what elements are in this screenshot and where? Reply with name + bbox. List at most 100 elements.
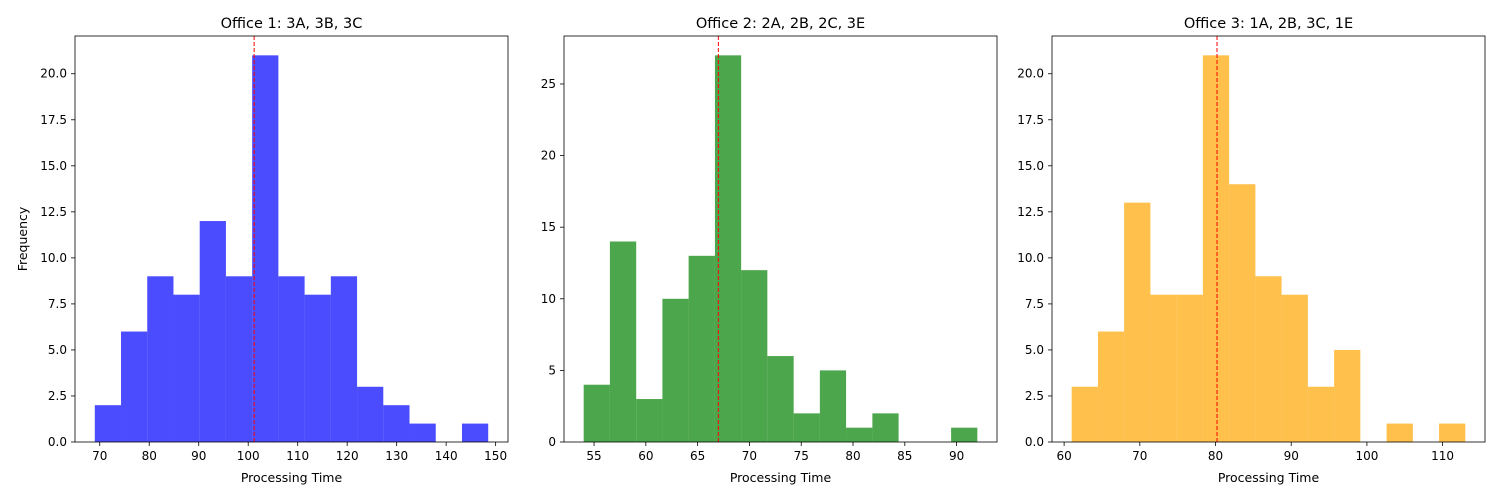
y-axis-label: Frequency — [15, 206, 30, 271]
y-tick-label: 12.5 — [1017, 205, 1044, 219]
axes-frame — [563, 35, 998, 443]
histogram-bar — [1097, 331, 1125, 442]
chart-panel-2: 55 60 65 70 75 80 85 90 0 5 10 15 20 25 Office 2: 2A, … — [541, 16, 998, 485]
x-tick-label: 60 — [1056, 449, 1071, 463]
histogram-bar — [636, 399, 663, 442]
histogram-bar — [714, 55, 742, 442]
histogram-bar — [1281, 294, 1308, 442]
y-tick-label: 10 — [541, 292, 556, 306]
histogram-bar — [1071, 386, 1098, 442]
y-tick-label: 17.5 — [40, 113, 67, 127]
x-tick-label: 120 — [336, 449, 359, 463]
histogram-bar — [1307, 386, 1335, 442]
y-tick-label: 17.5 — [1017, 113, 1044, 127]
histogram-bar — [357, 386, 384, 442]
histogram-bar — [1202, 55, 1230, 442]
y-tick-label: 5 — [548, 363, 556, 377]
y-tick-label: 0.0 — [1025, 435, 1044, 449]
histogram-bar — [1150, 294, 1177, 442]
y-tick-label: 10.0 — [40, 251, 67, 265]
y-tick-label: 10.0 — [1017, 251, 1044, 265]
y-tick-label: 5.0 — [1025, 343, 1044, 357]
histogram-bar — [304, 294, 331, 442]
histogram-bar — [1176, 294, 1203, 442]
histogram-bar — [461, 423, 489, 442]
histogram-bar — [383, 405, 410, 442]
histogram-bar — [1334, 349, 1361, 442]
y-tick-label: 7.5 — [1025, 297, 1044, 311]
chart-panel-3: 60 70 80 90 100 110 0.0 2.5 5.0 7.5 10.0 12.5 15.0 17… — [1017, 16, 1486, 485]
x-tick-label: 90 — [1284, 449, 1299, 463]
x-tick-label: 80 — [142, 449, 157, 463]
x-tick-label: 100 — [237, 449, 260, 463]
histogram-bar — [94, 405, 122, 442]
histogram-bar — [846, 427, 873, 442]
y-tick-label: 0 — [548, 435, 556, 449]
x-tick-label: 100 — [1355, 449, 1378, 463]
y-tick-label: 20.0 — [40, 67, 67, 81]
axes-frame — [1051, 35, 1486, 443]
x-tick-label: 60 — [638, 449, 653, 463]
histogram-bar — [330, 276, 358, 442]
axes-frame — [74, 35, 509, 443]
x-tick-label: 140 — [435, 449, 458, 463]
x-tick-label: 130 — [385, 449, 408, 463]
histogram-bar — [793, 413, 820, 442]
y-tick-label: 15.0 — [1017, 159, 1044, 173]
y-tick-label: 12.5 — [40, 205, 67, 219]
x-axis-label: Processing Time — [1218, 470, 1320, 485]
y-tick-label: 20.0 — [1017, 67, 1044, 81]
x-tick-label: 150 — [484, 449, 507, 463]
histogram-bar — [767, 356, 794, 442]
x-tick-label: 110 — [1431, 449, 1454, 463]
chart-panel-1: 70 80 90 100 110 120 130 140 150 0.0 2.5 5.0 7.5 10.0… — [15, 16, 509, 485]
histogram-bar — [1386, 423, 1413, 442]
y-tick-label: 2.5 — [1025, 389, 1044, 403]
y-tick-label: 0.0 — [48, 435, 67, 449]
histogram-bar — [688, 255, 715, 442]
y-tick-label: 5.0 — [48, 343, 67, 357]
histogram-bar — [1255, 276, 1282, 442]
x-tick-label: 70 — [92, 449, 107, 463]
x-tick-label: 85 — [897, 449, 912, 463]
histogram-bar — [819, 370, 847, 442]
y-tick-label: 25 — [541, 77, 556, 91]
x-tick-label: 80 — [845, 449, 860, 463]
histogram-bar — [1124, 202, 1151, 442]
histogram-bar — [1439, 423, 1466, 442]
histogram-bar — [951, 427, 978, 442]
x-tick-label: 75 — [794, 449, 809, 463]
x-tick-label: 55 — [586, 449, 601, 463]
histogram-bar — [225, 276, 253, 442]
chart-title: Office 2: 2A, 2B, 2C, 3E — [696, 16, 865, 32]
x-tick-label: 90 — [949, 449, 964, 463]
x-axis-label: Processing Time — [241, 470, 343, 485]
x-tick-label: 70 — [1132, 449, 1147, 463]
y-tick-label: 2.5 — [48, 389, 67, 403]
histogram-bar — [662, 298, 689, 442]
histogram-bar — [252, 55, 279, 442]
histogram-bar — [741, 270, 768, 442]
histogram-bar — [872, 413, 899, 442]
histogram-bar — [409, 423, 436, 442]
y-tick-label: 7.5 — [48, 297, 67, 311]
chart-title: Office 3: 1A, 2B, 3C, 1E — [1184, 16, 1353, 32]
histogram-bar — [1229, 184, 1256, 442]
histogram-bar — [173, 294, 200, 442]
histogram-bar — [147, 276, 174, 442]
histogram-bar — [583, 384, 610, 442]
x-tick-label: 65 — [690, 449, 705, 463]
histogram-bar — [609, 241, 637, 442]
x-tick-label: 80 — [1208, 449, 1223, 463]
y-tick-label: 15 — [541, 220, 556, 234]
x-tick-label: 70 — [742, 449, 757, 463]
histogram-bar — [121, 331, 148, 442]
x-axis-label: Processing Time — [730, 470, 832, 485]
chart-title: Office 1: 3A, 3B, 3C — [221, 16, 363, 32]
x-tick-label: 90 — [191, 449, 206, 463]
histogram-bar — [199, 221, 226, 442]
x-tick-label: 110 — [286, 449, 309, 463]
histogram-bar — [278, 276, 305, 442]
y-tick-label: 20 — [541, 149, 556, 163]
